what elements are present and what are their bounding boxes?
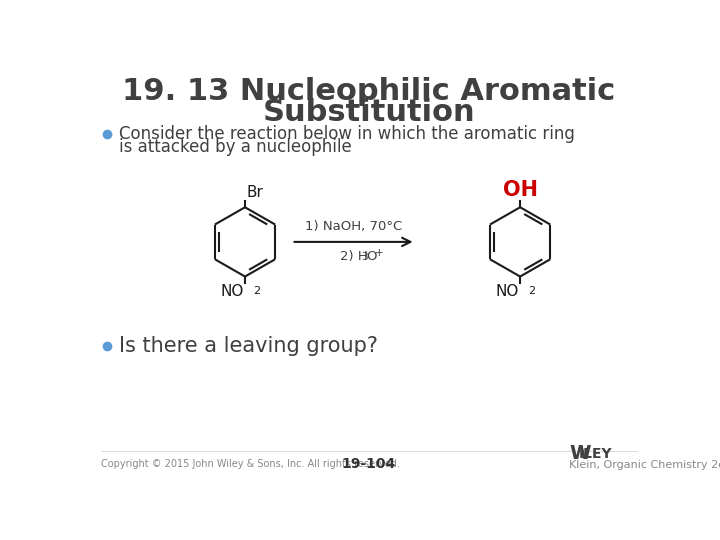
Text: 19. 13 Nucleophilic Aromatic: 19. 13 Nucleophilic Aromatic [122, 77, 616, 106]
Text: 3: 3 [361, 252, 368, 262]
Text: OH: OH [503, 179, 538, 200]
Text: 19-104: 19-104 [342, 457, 396, 471]
Text: 2: 2 [528, 286, 535, 296]
Text: 1) NaOH, 70°C: 1) NaOH, 70°C [305, 220, 402, 233]
Text: NO: NO [220, 284, 243, 299]
Text: Klein, Organic Chemistry 2e: Klein, Organic Chemistry 2e [569, 460, 720, 470]
Text: 2: 2 [253, 286, 260, 296]
Text: ILEY: ILEY [578, 447, 612, 461]
Text: O: O [366, 249, 377, 262]
Text: Is there a leaving group?: Is there a leaving group? [120, 336, 379, 356]
Text: Copyright © 2015 John Wiley & Sons, Inc. All rights reserved.: Copyright © 2015 John Wiley & Sons, Inc.… [101, 458, 400, 469]
Text: +: + [375, 248, 384, 258]
Text: 2) H: 2) H [340, 249, 367, 262]
Text: Consider the reaction below in which the aromatic ring: Consider the reaction below in which the… [120, 125, 575, 143]
Text: Substitution: Substitution [263, 98, 475, 127]
Text: is attacked by a nucleophile: is attacked by a nucleophile [120, 138, 352, 156]
Text: W: W [569, 444, 590, 463]
Text: NO: NO [495, 284, 518, 299]
Text: Br: Br [246, 185, 264, 200]
